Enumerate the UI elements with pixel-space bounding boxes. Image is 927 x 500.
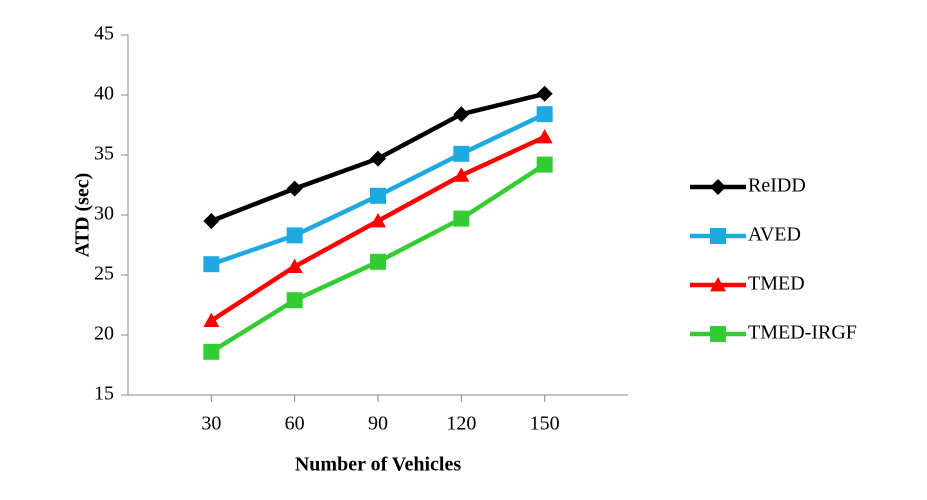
marker [536, 85, 553, 102]
legend-marker [710, 228, 726, 244]
legend-marker [710, 326, 726, 342]
y-tick-label: 40 [94, 83, 114, 105]
marker [453, 210, 470, 227]
legend-label: AVED [748, 224, 801, 246]
marker [203, 256, 220, 273]
legend-label: TMED-IRGF [748, 322, 857, 344]
marker [536, 129, 553, 144]
marker [370, 187, 386, 204]
marker [370, 150, 386, 167]
marker [203, 213, 220, 229]
marker [370, 253, 386, 270]
x-tick-label: 150 [530, 413, 560, 435]
marker [203, 343, 220, 360]
y-tick-label: 15 [94, 383, 114, 405]
legend-marker [710, 179, 726, 195]
x-tick-label: 30 [201, 413, 221, 435]
y-tick-label: 45 [94, 23, 114, 45]
marker [203, 312, 220, 327]
x-tick-label: 60 [285, 413, 305, 435]
marker [453, 106, 470, 123]
marker [370, 213, 386, 228]
legend-label: TMED [748, 273, 805, 295]
y-tick-label: 20 [94, 323, 114, 345]
marker [286, 292, 303, 309]
legend-label: ReIDD [748, 175, 806, 197]
legend-marker [710, 277, 726, 292]
marker [453, 145, 470, 162]
x-tick-label: 120 [446, 413, 476, 435]
y-tick-label: 35 [94, 143, 114, 165]
y-tick-label: 30 [94, 203, 114, 225]
x-axis-label: Number of Vehicles [295, 454, 462, 476]
marker [536, 106, 553, 123]
y-tick-label: 25 [94, 263, 114, 285]
y-axis-label: ATD (sec) [72, 173, 94, 258]
marker [286, 258, 303, 273]
marker [286, 180, 303, 197]
marker [536, 156, 553, 173]
x-tick-label: 90 [368, 413, 388, 435]
marker [453, 167, 470, 182]
marker [286, 227, 303, 244]
